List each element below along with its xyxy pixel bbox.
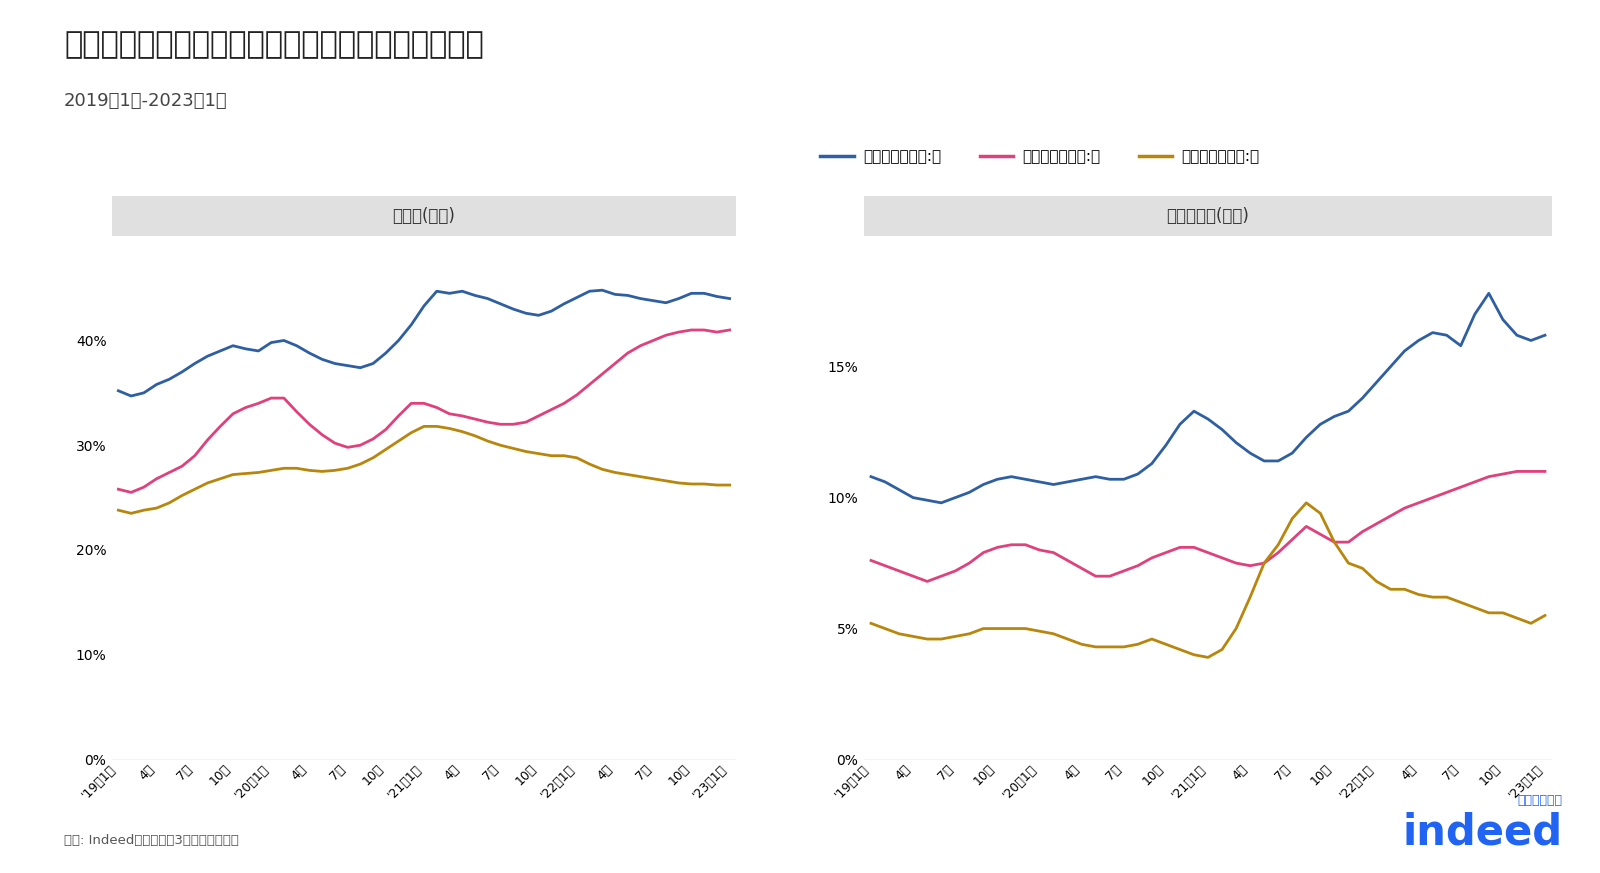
Text: 出所: Indeed。データは3ヶ月移動平均。: 出所: Indeed。データは3ヶ月移動平均。 bbox=[64, 834, 238, 847]
Legend: 女性従業員割合:大, 女性従業員割合:中, 女性従業員割合:小: 女性従業員割合:大, 女性従業員割合:中, 女性従業員割合:小 bbox=[814, 143, 1266, 170]
Text: indeed: indeed bbox=[1402, 812, 1562, 854]
Text: 正社員以外(有期): 正社員以外(有期) bbox=[1166, 207, 1250, 225]
Text: インディード: インディード bbox=[1517, 794, 1562, 807]
Text: 正社員(無期): 正社員(無期) bbox=[392, 207, 456, 225]
Text: 女性従業員が多い職種を中心に言及割合は増加傾向: 女性従業員が多い職種を中心に言及割合は増加傾向 bbox=[64, 31, 483, 59]
Text: 2019年1月-2023年1月: 2019年1月-2023年1月 bbox=[64, 92, 227, 110]
